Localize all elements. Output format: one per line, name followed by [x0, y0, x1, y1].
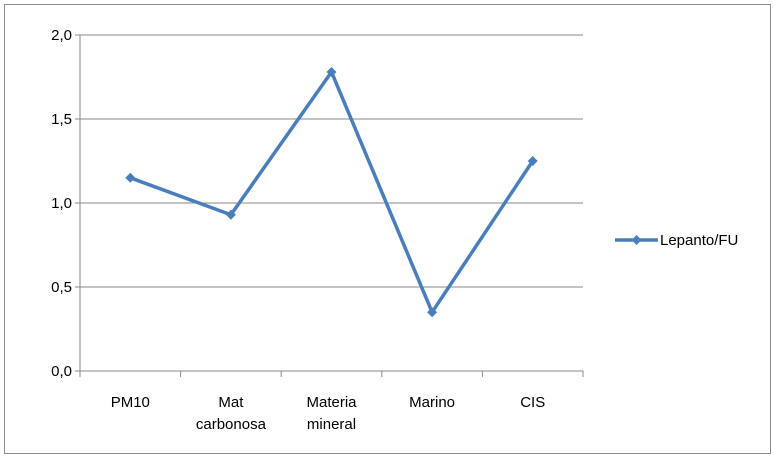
axes — [75, 34, 584, 377]
y-tick-label: 2,0 — [51, 27, 72, 44]
data-point — [527, 156, 538, 166]
y-tick-labels: 0,0 0,5 1,0 1,5 2,0 — [51, 27, 72, 380]
x-tick-label: Mat carbonosa — [196, 394, 267, 433]
x-tick-label: Materia mineral — [306, 394, 357, 433]
gridlines — [80, 34, 583, 288]
series-line — [129, 70, 535, 314]
x-tick-label: Marino — [409, 394, 455, 411]
data-point — [326, 66, 337, 77]
y-tick-label: 1,5 — [51, 111, 72, 128]
legend-marker — [631, 235, 642, 245]
y-tick-label: 0,5 — [51, 279, 72, 296]
data-point — [427, 307, 438, 318]
series-group — [125, 66, 538, 318]
legend-label: Lepanto/FU — [660, 232, 738, 249]
y-tick-label: 0,0 — [51, 363, 72, 380]
x-tick-label: CIS — [520, 394, 545, 411]
data-point — [225, 209, 236, 220]
data-point — [125, 172, 136, 183]
x-tick-label: PM10 — [111, 394, 150, 411]
chart-frame — [4, 4, 771, 454]
legend: Lepanto/FU — [615, 232, 738, 249]
y-tick-label: 1,0 — [51, 195, 72, 212]
x-tick-labels: PM10 Mat carbonosa Materia mineral Marino CIS — [111, 394, 546, 433]
